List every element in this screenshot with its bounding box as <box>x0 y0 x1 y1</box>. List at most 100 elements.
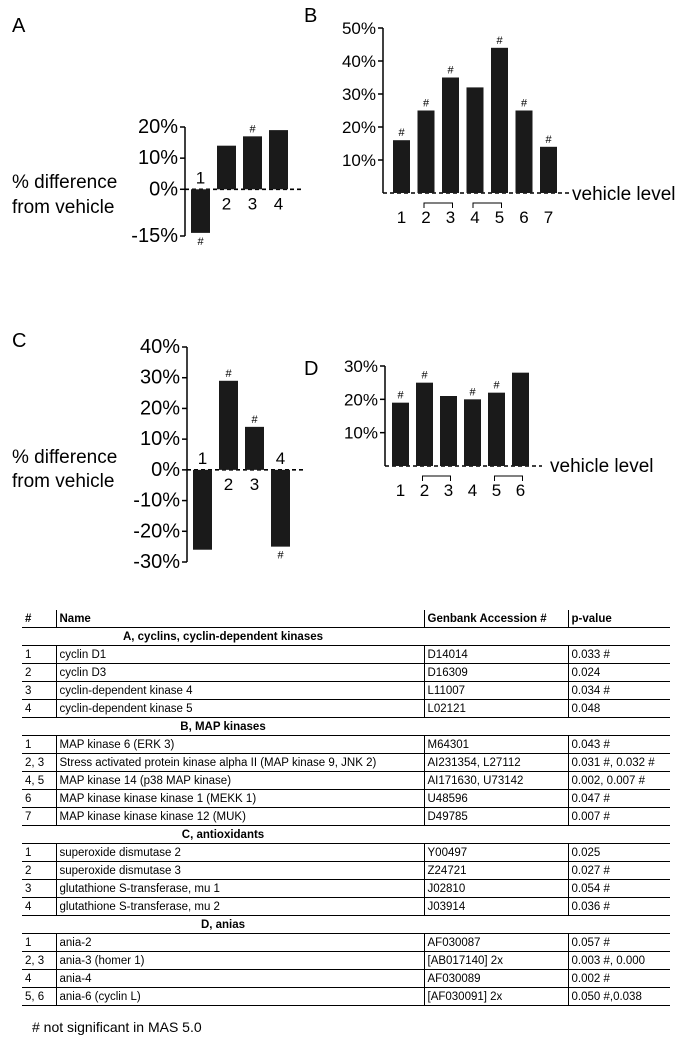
section-title: A, cyclins, cyclin-dependent kinases <box>22 627 424 646</box>
cell-number: 5, 6 <box>22 987 56 1006</box>
table-row: 2, 3 ania-3 (homer 1) [AB017140] 2x 0.003 #… <box>22 951 670 970</box>
baseline-label: vehicle level <box>550 456 654 477</box>
y-axis-label: from vehicle <box>12 471 114 492</box>
cell-p-value: 0.025 <box>567 843 670 862</box>
cell-number: 1 <box>22 735 56 754</box>
y-tick-label: 40% <box>342 52 376 71</box>
table-section-header: C, antioxidants <box>22 825 670 844</box>
category-label: 2 <box>421 208 430 227</box>
cell-name: glutathione S-transferase, mu 1 <box>55 879 424 898</box>
cell-name: superoxide dismutase 2 <box>55 843 424 862</box>
section-title: D, anias <box>22 915 424 934</box>
bar <box>191 189 210 233</box>
baseline-label: vehicle level <box>572 184 676 205</box>
significance-marker: # <box>447 65 454 77</box>
table-row: 2 superoxide dismutase 3 Z24721 0.027 # <box>22 861 670 880</box>
significance-marker: # <box>423 98 430 110</box>
cell-number: 2, 3 <box>22 951 56 970</box>
table-section-header: D, anias <box>22 915 670 934</box>
cell-p-value: 0.003 #, 0.000 <box>567 951 670 970</box>
cell-number: 2 <box>22 663 56 682</box>
table-row: 4 ania-4 AF030089 0.002 # <box>22 969 670 988</box>
y-tick-label: 30% <box>344 357 378 376</box>
footnote: # not significant in MAS 5.0 <box>32 1019 202 1035</box>
significance-marker: # <box>496 35 503 47</box>
category-label: 4 <box>468 481 477 500</box>
y-tick-label: -30% <box>133 551 180 573</box>
y-axis-label: from vehicle <box>12 197 114 218</box>
category-label: 2 <box>222 194 231 213</box>
category-label: 4 <box>470 208 479 227</box>
significance-marker: # <box>521 98 528 110</box>
category-label: 5 <box>495 208 504 227</box>
cell-name: ania-3 (homer 1) <box>55 951 424 970</box>
category-label: 3 <box>444 481 453 500</box>
category-label: 2 <box>224 475 233 494</box>
category-label: 5 <box>492 481 501 500</box>
cell-name: MAP kinase 14 (p38 MAP kinase) <box>55 771 424 790</box>
cell-name: superoxide dismutase 3 <box>55 861 424 880</box>
table-row: 4 cyclin-dependent kinase 5 L02121 0.048 <box>22 699 670 718</box>
category-label: 3 <box>248 194 257 213</box>
cell-number: 7 <box>22 807 56 826</box>
header-name: Name <box>55 610 424 628</box>
group-bracket <box>423 202 453 208</box>
table-row: 2, 3 Stress activated protein kinase alph… <box>22 753 670 772</box>
bar <box>417 110 435 193</box>
bar <box>392 402 409 466</box>
cell-genbank: D14014 <box>423 645 568 664</box>
category-label: 2 <box>420 481 429 500</box>
bar <box>416 382 433 466</box>
y-tick-label: -10% <box>133 490 180 512</box>
cell-name: ania-4 <box>55 969 424 988</box>
cell-genbank: Y00497 <box>423 843 568 862</box>
significance-marker: # <box>398 127 405 139</box>
cell-name: ania-6 (cyclin L) <box>55 987 424 1006</box>
cell-name: ania-2 <box>55 933 424 952</box>
table-section-header: B, MAP kinases <box>22 717 670 736</box>
table-row: 3 cyclin-dependent kinase 4 L11007 0.034 # <box>22 681 670 700</box>
y-tick-label: 30% <box>140 367 180 389</box>
bar <box>393 140 410 193</box>
cell-genbank: M64301 <box>423 735 568 754</box>
cell-p-value: 0.047 # <box>567 789 670 808</box>
table-row: 6 MAP kinase kinase kinase 1 (MEKK 1) U485… <box>22 789 670 808</box>
group-bracket <box>494 475 523 481</box>
bar <box>515 110 533 193</box>
section-spacer <box>424 915 670 934</box>
table-body: A, cyclins, cyclin-dependent kinases 1 cyc… <box>22 627 670 1006</box>
table-section-header: A, cyclins, cyclin-dependent kinases <box>22 627 670 646</box>
cell-name: cyclin-dependent kinase 4 <box>55 681 424 700</box>
category-label: 6 <box>516 481 525 500</box>
bar <box>269 130 288 190</box>
cell-p-value: 0.007 # <box>567 807 670 826</box>
bar <box>217 145 236 190</box>
cell-genbank: J03914 <box>423 897 568 916</box>
category-label: 4 <box>274 194 283 213</box>
bar <box>540 146 557 193</box>
cell-number: 4 <box>22 969 56 988</box>
y-axis-label: % difference <box>12 447 117 468</box>
bar <box>219 380 238 470</box>
cell-p-value: 0.024 <box>567 663 670 682</box>
header-number: # <box>22 610 56 628</box>
table-row: 3 glutathione S-transferase, mu 1 J02810 0.… <box>22 879 670 898</box>
bar <box>491 47 508 193</box>
category-label: 1 <box>198 449 207 468</box>
category-label: 1 <box>396 481 405 500</box>
bar <box>271 469 290 547</box>
gene-table-container: # Name Genbank Accession # p-value A, cy… <box>22 610 670 1006</box>
cell-p-value: 0.034 # <box>567 681 670 700</box>
table-row: 1 ania-2 AF030087 0.057 # <box>22 933 670 952</box>
cell-genbank: [AF030091] 2x <box>423 987 568 1006</box>
cell-name: MAP kinase kinase kinase 1 (MEKK 1) <box>55 789 424 808</box>
cell-number: 2, 3 <box>22 753 56 772</box>
cell-p-value: 0.050 #,0.038 <box>567 987 670 1006</box>
cell-name: cyclin D1 <box>55 645 424 664</box>
table-row: 1 cyclin D1 D14014 0.033 # <box>22 645 670 664</box>
y-tick-label: 50% <box>342 19 376 38</box>
panel-letter: D <box>304 358 318 380</box>
section-spacer <box>424 717 670 736</box>
y-tick-label: 0% <box>149 178 178 200</box>
